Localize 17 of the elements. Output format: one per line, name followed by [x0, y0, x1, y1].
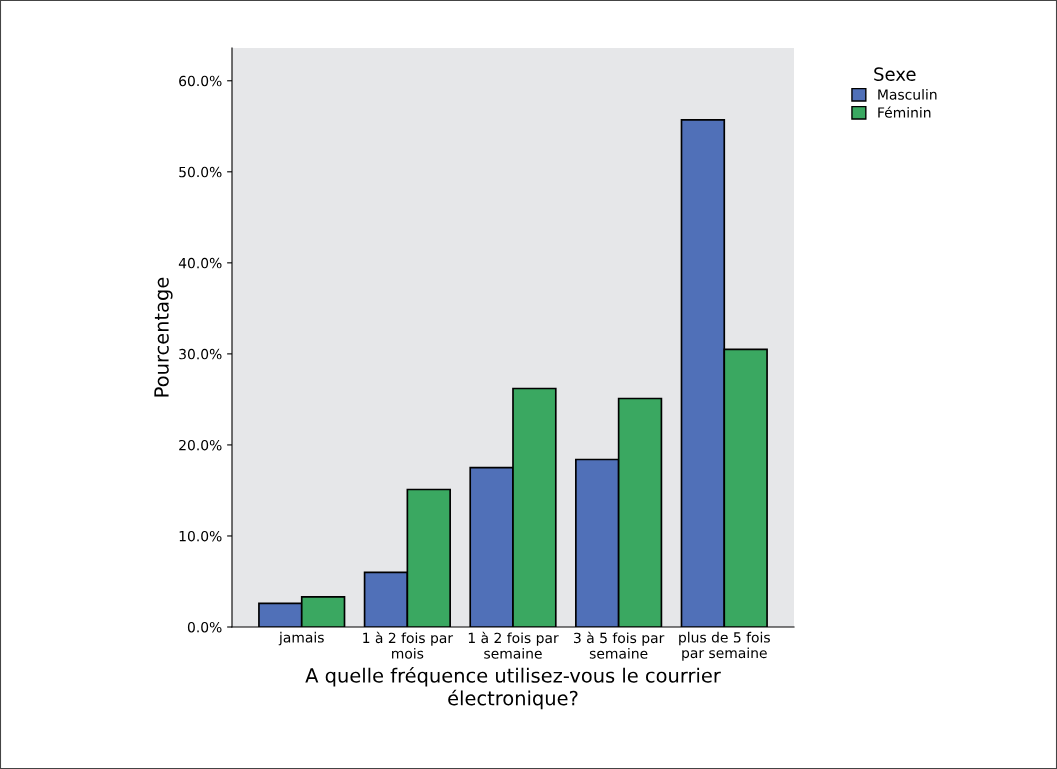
y-tick-label: 60.0% [179, 75, 222, 87]
x-axis-title: A quelle fréquence utilisez-vous le courrier électronique? [305, 666, 721, 710]
y-tick-label: 0.0% [187, 621, 222, 633]
y-tick-label: 10.0% [179, 530, 222, 542]
x-tick-label: 1 à 2 fois par mois [363, 631, 454, 659]
x-tick-label: jamais [278, 631, 324, 646]
y-tick-label: 50.0% [179, 166, 222, 178]
y-tick-label: 20.0% [179, 439, 222, 451]
x-tick-label: 1 à 2 fois par semaine [468, 631, 559, 659]
x-tick-label: plus de 5 fois par semaine [679, 631, 770, 661]
y-tick-label: 40.0% [178, 257, 222, 269]
x-tick-label: 3 à 5 fois par semaine [574, 631, 665, 659]
y-axis-title: Pourcentage [154, 277, 173, 397]
legend-label: Féminin [878, 106, 931, 118]
legend-label: Masculin [878, 89, 937, 100]
legend-title: Sexe [874, 67, 916, 81]
y-tick-label: 30.0% [179, 348, 222, 360]
